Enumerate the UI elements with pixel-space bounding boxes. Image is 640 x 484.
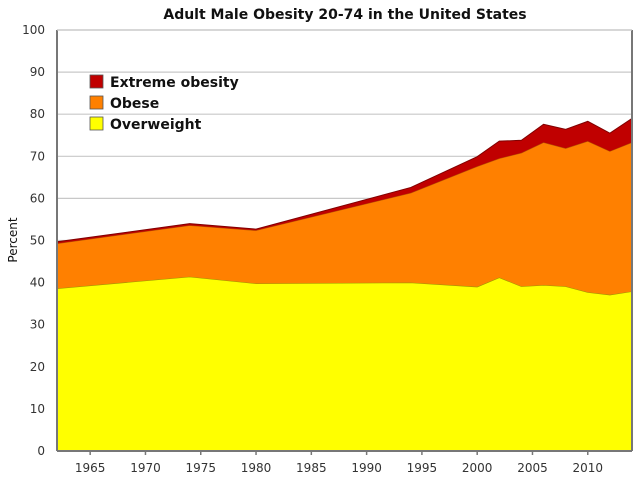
- y-axis-label: Percent: [6, 217, 20, 262]
- x-tick-label: 2010: [572, 461, 603, 475]
- area-obese: [57, 141, 632, 295]
- y-tick-label: 90: [30, 65, 45, 79]
- y-tick-label: 20: [30, 360, 45, 374]
- area-overweight: [57, 276, 632, 451]
- y-tick-label: 40: [30, 276, 45, 290]
- legend-swatch-extreme-obesity: [89, 74, 104, 89]
- line-extreme-obesity: [56, 117, 633, 243]
- legend-swatch-overweight: [89, 116, 104, 131]
- y-tick-label: 0: [37, 444, 45, 458]
- y-tick-label: 70: [30, 149, 45, 163]
- line-obese: [56, 140, 633, 244]
- axes: [56, 29, 633, 452]
- x-tick-label: 1980: [241, 461, 272, 475]
- y-tick-label: 10: [30, 402, 45, 416]
- x-tick-label: 1990: [351, 461, 382, 475]
- y-tick-label: 100: [22, 23, 45, 37]
- x-tick-label: 1965: [75, 461, 106, 475]
- y-tick-label: 30: [30, 318, 45, 332]
- x-axis-ticks: 1965 1970 1975 1980 1985 1990 1995 2000 2005 2010: [75, 451, 603, 475]
- x-tick-label: 1995: [407, 461, 438, 475]
- x-tick-label: 1985: [296, 461, 327, 475]
- y-axis-ticks: 0 10 20 30 40 50 60 70 80 90 100: [22, 23, 45, 458]
- y-tick-label: 50: [30, 234, 45, 248]
- stacked-areas: [56, 117, 633, 451]
- legend-label: Obese: [110, 96, 159, 112]
- area-extreme-obesity: [57, 118, 632, 244]
- x-tick-label: 1975: [185, 461, 216, 475]
- legend: Extreme obesity Obese Overweight: [89, 74, 239, 133]
- y-tick-label: 80: [30, 107, 45, 121]
- chart-title: Adult Male Obesity 20-74 in the United S…: [163, 7, 526, 23]
- legend-label: Extreme obesity: [110, 75, 239, 91]
- x-tick-label: 2000: [462, 461, 493, 475]
- x-tick-label: 1970: [130, 461, 161, 475]
- x-tick-label: 2005: [517, 461, 548, 475]
- legend-label: Overweight: [110, 117, 202, 133]
- legend-swatch-obese: [89, 95, 104, 110]
- y-tick-label: 60: [30, 191, 45, 205]
